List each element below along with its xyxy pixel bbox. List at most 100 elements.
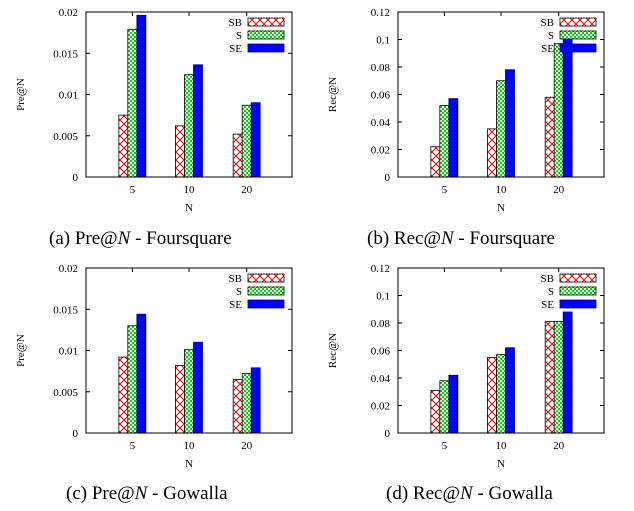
bar-se-10: [505, 347, 515, 434]
bar-s-10: [496, 80, 506, 178]
caption-label: (d): [386, 483, 409, 504]
bar-se-20: [250, 102, 261, 178]
x-tick-label: 20: [241, 440, 253, 452]
bar-sb-20: [544, 96, 555, 178]
y-tick-label: 0.005: [53, 387, 78, 399]
legend-label-se: SE: [541, 43, 554, 55]
bar-s-10: [184, 349, 194, 434]
y-axis-label: Pre@N: [15, 78, 27, 111]
x-tick-label: 10: [496, 440, 508, 452]
y-tick-label: 0.04: [371, 117, 391, 129]
legend-swatch-sb: [559, 17, 597, 27]
caption-c: (c) Pre@N - Gowalla: [66, 483, 228, 505]
bar-sb-20: [232, 133, 243, 178]
caption-dataset: - Foursquare: [130, 228, 232, 249]
x-tick-label: 10: [496, 184, 508, 196]
bar-sb-20: [544, 321, 555, 434]
caption-metric: Pre@: [74, 228, 118, 249]
x-tick-label: 20: [553, 440, 565, 452]
bar-sb-10: [175, 364, 185, 434]
y-tick-label: 0.01: [59, 346, 78, 358]
x-axis-label: N: [185, 202, 193, 214]
bar-s-5: [127, 28, 138, 178]
bar-se-10: [193, 64, 203, 178]
bar-s-20: [553, 321, 564, 434]
legend-swatch-s: [247, 286, 285, 296]
caption-metric: Pre@: [91, 483, 135, 504]
y-tick-label: 0.12: [371, 263, 390, 275]
y-tick-label: 0.015: [53, 304, 78, 316]
y-tick-label: 0.02: [371, 145, 390, 157]
y-tick-label: 0.005: [53, 131, 78, 143]
legend-label-s: S: [236, 30, 242, 42]
plot-frame: [397, 267, 605, 434]
x-tick-label: 10: [184, 184, 196, 196]
bar-se-5: [448, 374, 459, 434]
x-tick-label: 20: [553, 184, 565, 196]
caption-metric: Rec@: [412, 483, 460, 504]
bar-sb-5: [430, 389, 441, 434]
y-axis-label: Rec@N: [327, 333, 339, 368]
bar-s-5: [439, 105, 450, 178]
legend-swatch-s: [247, 30, 285, 40]
plot-frame: [85, 267, 293, 434]
bar-sb-10: [487, 356, 497, 434]
bar-sb-5: [430, 146, 441, 178]
y-tick-label: 0: [385, 172, 391, 184]
caption-var: N: [440, 228, 454, 249]
bar-se-10: [505, 69, 515, 178]
x-tick-label: 5: [130, 184, 136, 196]
bar-se-5: [136, 313, 147, 434]
x-tick-label: 10: [184, 440, 196, 452]
y-tick-label: 0.01: [59, 90, 78, 102]
caption-dataset: - Foursquare: [453, 228, 555, 249]
bar-s-5: [127, 325, 138, 434]
y-tick-label: 0: [73, 428, 79, 440]
x-tick-label: 5: [130, 440, 136, 452]
y-tick-label: 0.02: [59, 263, 78, 275]
caption-var: N: [459, 483, 473, 504]
y-tick-label: 0.06: [371, 346, 391, 358]
legend-label-se: SE: [541, 299, 554, 311]
caption-metric: Rec@: [393, 228, 441, 249]
legend-label-sb: SB: [541, 273, 554, 285]
bar-sb-10: [487, 128, 497, 178]
legend-swatch-se: [559, 299, 597, 309]
caption-var: N: [117, 228, 131, 249]
y-tick-label: 0.1: [376, 291, 390, 303]
plot-frame: [85, 11, 293, 178]
x-axis-label: N: [497, 458, 505, 470]
y-tick-label: 0: [385, 428, 391, 440]
legend-swatch-s: [559, 286, 597, 296]
plot-frame: [397, 11, 605, 178]
y-tick-label: 0.04: [371, 373, 391, 385]
x-tick-label: 5: [442, 440, 448, 452]
y-axis-label: Rec@N: [327, 77, 339, 112]
bar-se-20: [562, 311, 573, 434]
caption-dataset: - Gowalla: [472, 483, 553, 504]
legend-label-s: S: [548, 30, 554, 42]
bar-sb-20: [232, 378, 243, 434]
caption-dataset: - Gowalla: [147, 483, 228, 504]
bar-se-10: [193, 341, 203, 434]
bar-s-10: [184, 74, 194, 178]
legend-label-sb: SB: [229, 17, 242, 29]
legend-swatch-se: [559, 43, 597, 53]
legend-label-sb: SB: [541, 17, 554, 29]
legend-swatch-sb: [559, 273, 597, 283]
bar-s-20: [241, 104, 252, 178]
bar-s-10: [496, 354, 506, 434]
legend-swatch-s: [559, 30, 597, 40]
y-tick-label: 0.02: [371, 401, 390, 413]
x-axis-label: N: [497, 202, 505, 214]
caption-var: N: [134, 483, 148, 504]
caption-d: (d) Rec@N - Gowalla: [386, 483, 553, 505]
caption-b: (b) Rec@N - Foursquare: [367, 228, 555, 250]
bar-se-5: [448, 98, 459, 178]
caption-label: (c): [66, 483, 88, 504]
